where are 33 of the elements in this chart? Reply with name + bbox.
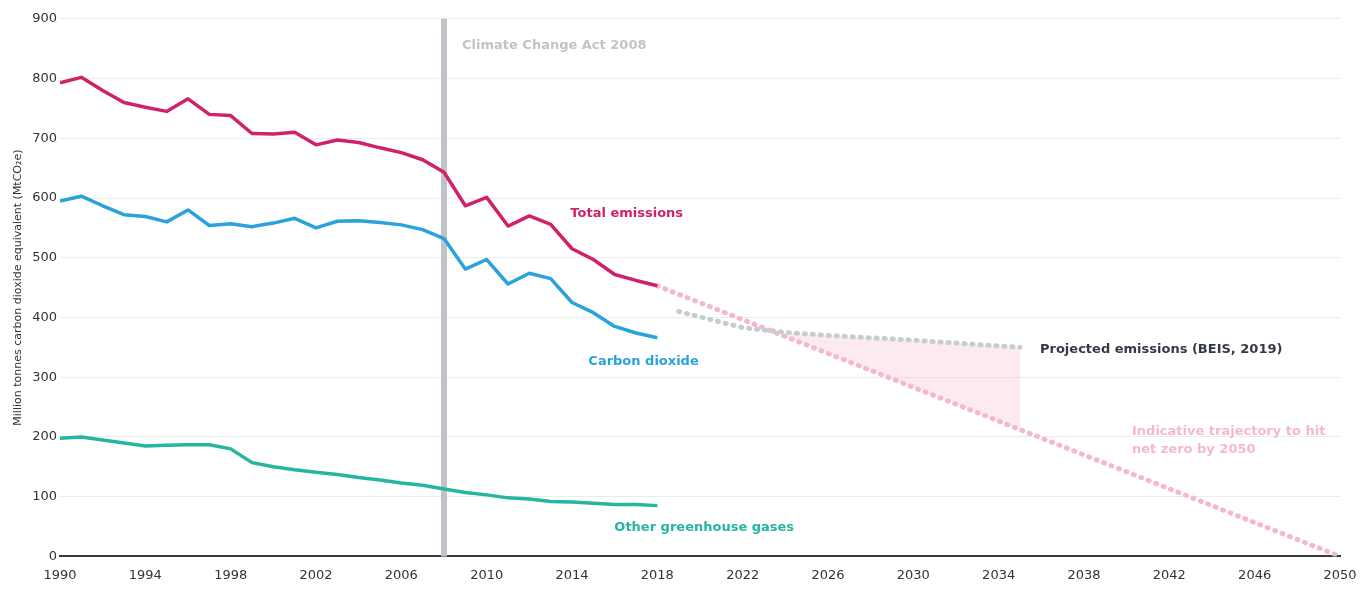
x-tick-label: 2022 (726, 566, 760, 582)
y-tick-label: 400 (32, 308, 58, 324)
y-tick-label: 100 (32, 488, 58, 504)
ref-line-label: Climate Change Act 2008 (462, 36, 647, 52)
y-tick-label: 600 (32, 189, 58, 205)
y-tick-label: 300 (32, 368, 58, 384)
x-tick-label: 1990 (43, 566, 77, 582)
series-label: Total emissions (570, 205, 684, 221)
x-tick-label: 2030 (896, 566, 930, 582)
x-tick-label: 1994 (128, 566, 162, 582)
y-axis-title: Million tonnes carbon dioxide equivalent (MtCO₂e) (11, 149, 25, 426)
x-tick-label: 2010 (470, 566, 504, 582)
x-tick-label: 2046 (1238, 566, 1272, 582)
x-tick-label: 2034 (982, 566, 1016, 582)
x-tick-label: 2042 (1152, 566, 1186, 582)
series-label: Projected emissions (BEIS, 2019) (1040, 340, 1283, 356)
x-tick-label: 2026 (811, 566, 845, 582)
x-tick-label: 2050 (1323, 566, 1357, 582)
y-tick-label: 500 (32, 249, 58, 265)
x-tick-label: 2038 (1067, 566, 1101, 582)
y-tick-label: 200 (32, 428, 58, 444)
series-label: Carbon dioxide (588, 353, 699, 369)
y-tick-label: 800 (32, 69, 58, 85)
y-tick-label: 0 (48, 547, 58, 563)
x-tick-label: 2006 (384, 566, 418, 582)
x-tick-label: 2018 (640, 566, 674, 582)
x-tick-label: 1998 (214, 566, 248, 582)
series-label: Other greenhouse gases (614, 519, 795, 534)
x-tick-label: 2002 (299, 566, 333, 582)
x-tick-label: 2014 (555, 566, 589, 582)
y-tick-label: 700 (32, 129, 58, 145)
series-label: Indicative trajectory to hit net zero by 2050 (1132, 422, 1326, 456)
y-tick-label: 900 (32, 10, 58, 26)
